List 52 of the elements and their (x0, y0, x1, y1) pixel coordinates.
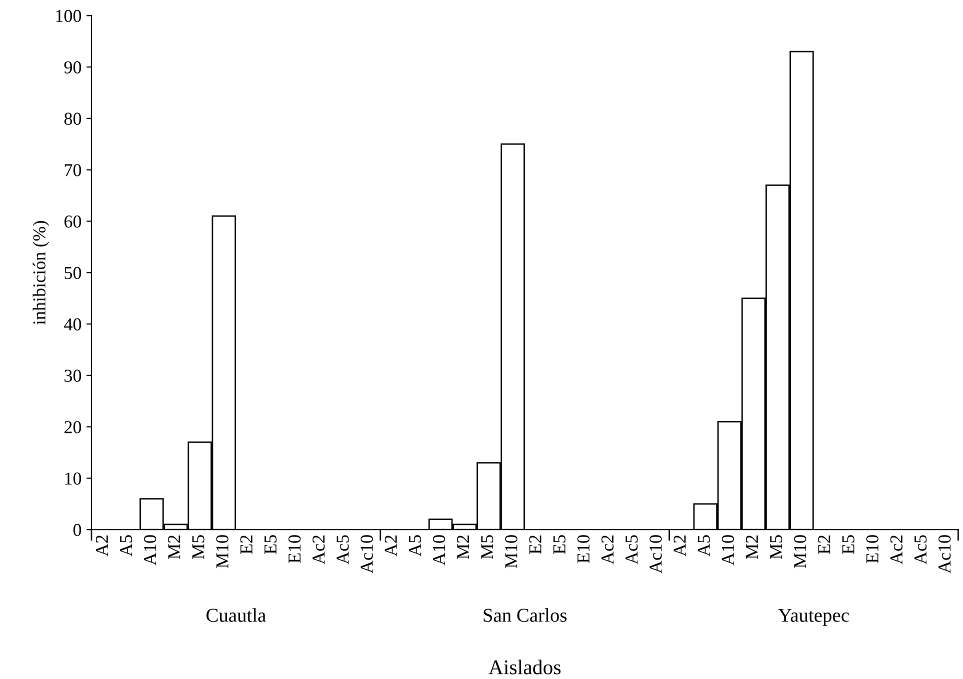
x-tick-label: A2 (674, 535, 686, 556)
y-axis-title: inhibición (%) (32, 221, 50, 325)
x-tick-label: Ac5 (336, 535, 349, 564)
x-tick-label: A5 (120, 535, 132, 556)
y-tick-label: 40 (64, 318, 82, 330)
x-tick-label: A10 (722, 535, 734, 566)
x-tick-label: M2 (457, 535, 469, 560)
x-tick-label: E10 (288, 535, 301, 564)
x-tick-label: M5 (770, 535, 782, 560)
x-tick-label: Ac2 (312, 535, 325, 564)
x-tick-label: M5 (192, 535, 204, 560)
x-tick-label: Ac10 (360, 535, 373, 574)
y-tick-label: 90 (64, 61, 82, 74)
x-tick-label: Ac10 (938, 535, 951, 574)
x-tick-label: A2 (384, 535, 397, 556)
x-tick-label: A10 (144, 535, 156, 566)
y-tick-label: 70 (64, 164, 82, 176)
x-tick-label: M2 (168, 535, 180, 560)
x-tick-label: E5 (553, 535, 566, 554)
x-tick-label: E2 (240, 535, 252, 554)
x-tick-label: M10 (505, 535, 518, 568)
x-tick-label: E5 (842, 535, 854, 554)
text: Cuautla (206, 608, 266, 622)
x-axis-title: Aislados (488, 660, 561, 674)
x-tick-label: E5 (264, 535, 277, 554)
y-tick-label: 60 (64, 215, 82, 228)
x-tick-label: M5 (481, 535, 494, 560)
x-tick-label: E10 (577, 535, 590, 564)
x-tick-label: M10 (216, 535, 228, 568)
x-tick-label: E2 (818, 535, 830, 554)
x-tick-label: M10 (794, 535, 806, 568)
x-tick-label: Ac10 (650, 535, 662, 574)
x-tick-label: A5 (698, 535, 710, 556)
y-tick-label: 50 (64, 266, 82, 280)
text: San Carlos (484, 608, 567, 622)
x-tick-label: M2 (746, 535, 758, 560)
x-tick-label: Ac2 (601, 535, 614, 564)
y-tick-label: 0 (73, 524, 82, 536)
y-tick-label: 10 (65, 472, 82, 485)
x-tick-label: Ac5 (626, 535, 638, 564)
y-tick-label: 30 (64, 370, 82, 382)
y-tick-label: 80 (64, 112, 82, 125)
x-tick-label: Ac2 (890, 535, 903, 564)
text: Yautepec (778, 608, 849, 626)
x-tick-label: Ac5 (914, 535, 927, 564)
y-tick-label: 20 (64, 421, 82, 434)
x-tick-label: A10 (432, 535, 446, 566)
x-tick-label: A2 (96, 535, 108, 556)
x-tick-label: A5 (408, 535, 422, 556)
y-tick-label: 100 (56, 10, 82, 22)
x-tick-label: E10 (866, 535, 878, 564)
x-tick-label: E2 (529, 535, 542, 554)
